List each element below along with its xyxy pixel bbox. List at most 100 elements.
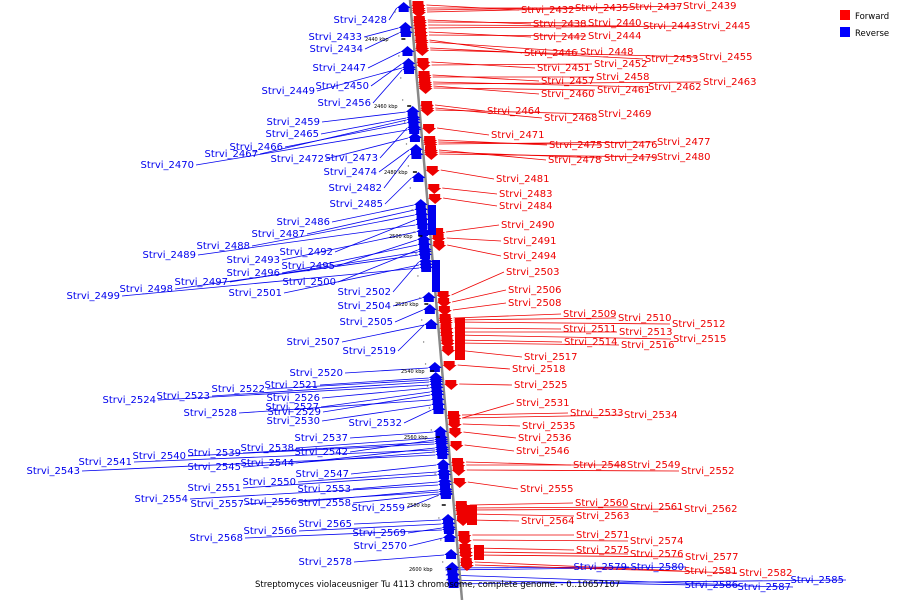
forward-gene-label[interactable]: Strvi_2477 xyxy=(657,137,711,148)
forward-gene-label[interactable]: Strvi_2576 xyxy=(630,549,684,560)
forward-gene-label[interactable]: Strvi_2562 xyxy=(684,504,738,515)
reverse-gene-label[interactable]: Strvi_2547 xyxy=(295,469,349,480)
reverse-gene-label[interactable]: Strvi_2570 xyxy=(353,541,407,552)
forward-gene-label[interactable]: Strvi_2582 xyxy=(739,568,793,579)
forward-gene-label[interactable]: Strvi_2448 xyxy=(580,47,634,58)
forward-gene-label[interactable]: Strvi_2453 xyxy=(645,54,699,65)
reverse-gene-label[interactable]: Strvi_2554 xyxy=(134,494,188,505)
reverse-gene-label[interactable]: Strvi_2474 xyxy=(323,167,377,178)
forward-gene-label[interactable]: Strvi_2480 xyxy=(657,152,711,163)
reverse-gene-label[interactable]: Strvi_2486 xyxy=(276,217,330,228)
forward-gene-label[interactable]: Strvi_2475 xyxy=(549,140,603,151)
reverse-gene-label[interactable]: Strvi_2493 xyxy=(226,255,280,266)
forward-gene-label[interactable]: Strvi_2451 xyxy=(537,63,591,74)
forward-gene-label[interactable]: Strvi_2457 xyxy=(541,76,595,87)
reverse-gene-label[interactable]: Strvi_2519 xyxy=(342,346,396,357)
reverse-gene-label[interactable]: Strvi_2566 xyxy=(243,526,297,537)
reverse-gene-label[interactable]: Strvi_2520 xyxy=(289,368,343,379)
reverse-gene-label[interactable]: Strvi_2542 xyxy=(294,447,348,458)
forward-gene-label[interactable]: Strvi_2484 xyxy=(499,201,553,212)
reverse-gene-label[interactable]: Strvi_2556 xyxy=(243,497,297,508)
forward-gene-label[interactable]: Strvi_2513 xyxy=(619,327,673,338)
forward-gene-label[interactable]: Strvi_2564 xyxy=(521,516,575,527)
reverse-gene-label[interactable]: Strvi_2447 xyxy=(312,63,366,74)
forward-gene-label[interactable]: Strvi_2437 xyxy=(629,2,683,13)
forward-gene-label[interactable]: Strvi_2515 xyxy=(673,334,727,345)
forward-gene-label[interactable]: Strvi_2548 xyxy=(573,460,627,471)
forward-gene-label[interactable]: Strvi_2461 xyxy=(597,85,651,96)
reverse-gene-label[interactable]: Strvi_2505 xyxy=(339,317,393,328)
reverse-gene-label[interactable]: Strvi_2499 xyxy=(66,291,120,302)
reverse-gene-label[interactable]: Strvi_2456 xyxy=(317,98,371,109)
reverse-gene-label[interactable]: Strvi_2487 xyxy=(251,229,305,240)
reverse-gene-label[interactable]: Strvi_2467 xyxy=(204,149,258,160)
forward-gene-label[interactable]: Strvi_2575 xyxy=(576,545,630,556)
reverse-gene-label[interactable]: Strvi_2482 xyxy=(328,183,382,194)
forward-gene-label[interactable]: Strvi_2555 xyxy=(520,484,574,495)
forward-gene-label[interactable]: Strvi_2446 xyxy=(524,48,578,59)
forward-gene-label[interactable]: Strvi_2445 xyxy=(697,21,751,32)
reverse-gene-label[interactable]: Strvi_2485 xyxy=(329,199,383,210)
forward-gene-label[interactable]: Strvi_2581 xyxy=(684,566,738,577)
reverse-gene-label[interactable]: Strvi_2450 xyxy=(315,81,369,92)
forward-gene-label[interactable]: Strvi_2534 xyxy=(624,410,678,421)
forward-gene-label[interactable]: Strvi_2533 xyxy=(570,408,624,419)
reverse-gene-label[interactable]: Strvi_2550 xyxy=(242,477,296,488)
forward-gene-label[interactable]: Strvi_2490 xyxy=(501,220,555,231)
reverse-gene-label[interactable]: Strvi_2466 xyxy=(229,142,283,153)
forward-gene-label[interactable]: Strvi_2512 xyxy=(672,319,726,330)
forward-gene-label[interactable]: Strvi_2443 xyxy=(643,21,697,32)
forward-gene-label[interactable]: Strvi_2509 xyxy=(563,309,617,320)
reverse-gene-label[interactable]: Strvi_2537 xyxy=(294,433,348,444)
forward-gene-label[interactable]: Strvi_2464 xyxy=(487,106,541,117)
reverse-gene-label[interactable]: Strvi_2585 xyxy=(790,575,844,586)
reverse-gene-label[interactable]: Strvi_2489 xyxy=(142,250,196,261)
reverse-gene-label[interactable]: Strvi_2428 xyxy=(333,15,387,26)
reverse-gene-label[interactable]: Strvi_2578 xyxy=(298,557,352,568)
reverse-gene-label[interactable]: Strvi_2496 xyxy=(226,268,280,279)
forward-gene-label[interactable]: Strvi_2516 xyxy=(621,340,675,351)
reverse-gene-label[interactable]: Strvi_2504 xyxy=(337,301,391,312)
forward-gene-label[interactable]: Strvi_2577 xyxy=(685,552,739,563)
forward-gene-label[interactable]: Strvi_2525 xyxy=(514,380,568,391)
forward-gene-label[interactable]: Strvi_2455 xyxy=(699,52,753,63)
forward-gene-label[interactable]: Strvi_2503 xyxy=(506,267,560,278)
reverse-gene-label[interactable]: Strvi_2540 xyxy=(132,451,186,462)
forward-gene-label[interactable]: Strvi_2440 xyxy=(588,18,642,29)
forward-gene-label[interactable]: Strvi_2471 xyxy=(491,130,545,141)
reverse-gene-label[interactable]: Strvi_2538 xyxy=(240,443,294,454)
reverse-gene-label[interactable]: Strvi_2579 xyxy=(573,562,627,573)
reverse-gene-label[interactable]: Strvi_2528 xyxy=(183,408,237,419)
reverse-gene-label[interactable]: Strvi_2568 xyxy=(189,533,243,544)
reverse-gene-label[interactable]: Strvi_2541 xyxy=(78,457,132,468)
forward-gene-label[interactable]: Strvi_2491 xyxy=(503,236,557,247)
reverse-gene-label[interactable]: Strvi_2522 xyxy=(211,384,265,395)
reverse-gene-label[interactable]: Strvi_2530 xyxy=(266,416,320,427)
reverse-gene-label[interactable]: Strvi_2488 xyxy=(196,241,250,252)
reverse-gene-label[interactable]: Strvi_2434 xyxy=(309,44,363,55)
reverse-gene-label[interactable]: Strvi_2521 xyxy=(264,380,318,391)
reverse-gene-label[interactable]: Strvi_2470 xyxy=(140,160,194,171)
reverse-gene-label[interactable]: Strvi_2473 xyxy=(324,153,378,164)
reverse-gene-label[interactable]: Strvi_2526 xyxy=(266,393,320,404)
forward-gene-label[interactable]: Strvi_2463 xyxy=(703,77,757,88)
reverse-gene-label[interactable]: Strvi_2502 xyxy=(337,287,391,298)
forward-gene-label[interactable]: Strvi_2552 xyxy=(681,466,735,477)
forward-gene-label[interactable]: Strvi_2546 xyxy=(516,446,570,457)
reverse-gene-label[interactable]: Strvi_2532 xyxy=(348,418,402,429)
forward-gene-label[interactable]: Strvi_2462 xyxy=(648,82,702,93)
forward-gene-label[interactable]: Strvi_2452 xyxy=(594,59,648,70)
forward-gene-label[interactable]: Strvi_2476 xyxy=(604,140,658,151)
forward-gene-label[interactable]: Strvi_2514 xyxy=(564,337,618,348)
forward-gene-label[interactable]: Strvi_2458 xyxy=(596,72,650,83)
forward-gene-label[interactable]: Strvi_2442 xyxy=(533,32,587,43)
forward-gene-label[interactable]: Strvi_2549 xyxy=(627,460,681,471)
forward-gene-label[interactable]: Strvi_2469 xyxy=(598,109,652,120)
forward-gene-label[interactable]: Strvi_2435 xyxy=(575,3,629,14)
reverse-gene-label[interactable]: Strvi_2449 xyxy=(261,86,315,97)
reverse-gene-label[interactable]: Strvi_2500 xyxy=(282,277,336,288)
forward-gene-label[interactable]: Strvi_2438 xyxy=(533,19,587,30)
forward-gene-label[interactable]: Strvi_2531 xyxy=(516,398,570,409)
reverse-gene-label[interactable]: Strvi_2524 xyxy=(102,395,156,406)
reverse-gene-label[interactable]: Strvi_2472 xyxy=(270,154,324,165)
